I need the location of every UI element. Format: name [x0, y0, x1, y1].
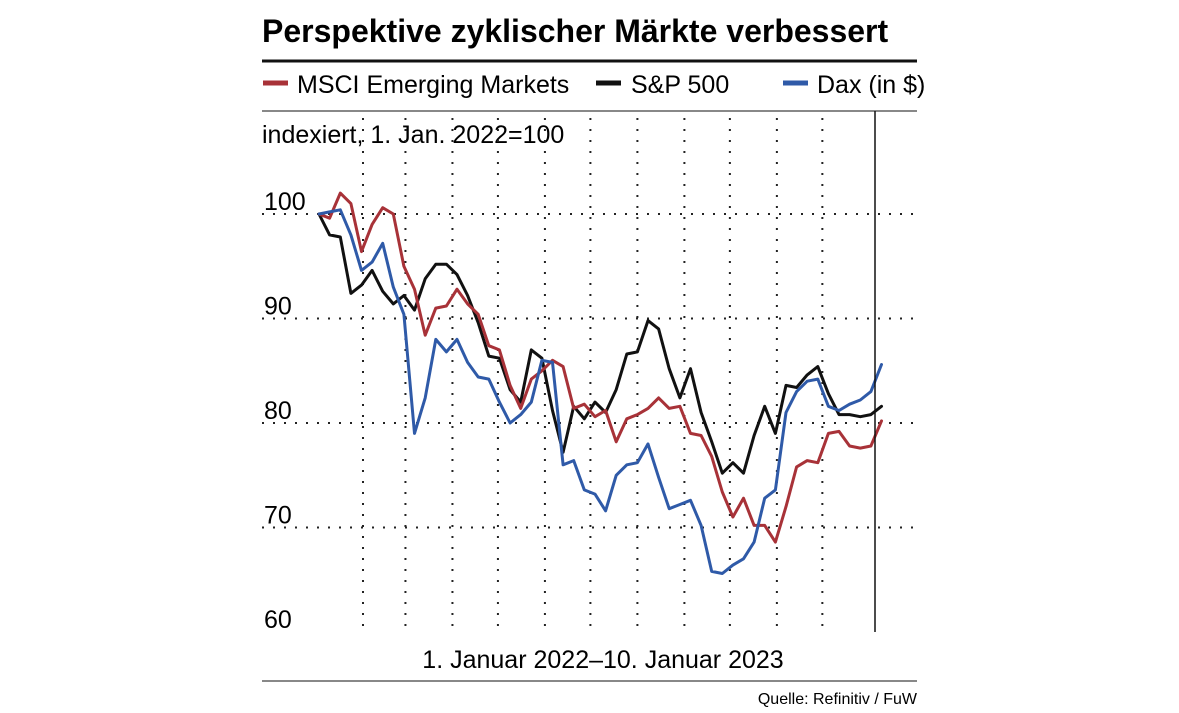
y-axis-ticks: 100 90 80 70 60 — [264, 188, 306, 634]
chart-subtitle: indexiert, 1. Jan. 2022=100 — [262, 121, 564, 149]
y-tick-label-90: 90 — [264, 293, 292, 321]
x-axis-label: 1. Januar 2022–10. Januar 2023 — [422, 646, 783, 674]
chart-title: Perspektive zyklischer Märkte verbessert — [262, 13, 889, 49]
y-tick-label-70: 70 — [264, 502, 292, 530]
y-tick-label-80: 80 — [264, 397, 292, 425]
legend-label-msci: MSCI Emerging Markets — [297, 71, 569, 99]
series-line-msci — [317, 191, 883, 544]
legend-label-dax: Dax (in $) — [817, 71, 925, 99]
y-tick-label-60: 60 — [264, 606, 292, 634]
series-line-sp500 — [317, 212, 883, 475]
legend: MSCI Emerging Markets S&P 500 Dax (in $) — [263, 71, 925, 99]
series-line-dax — [317, 208, 883, 575]
series-lines — [317, 191, 883, 575]
source-note: Quelle: Refinitiv / FuW — [758, 691, 918, 708]
y-tick-label-100: 100 — [264, 188, 306, 216]
legend-label-sp500: S&P 500 — [631, 71, 729, 99]
